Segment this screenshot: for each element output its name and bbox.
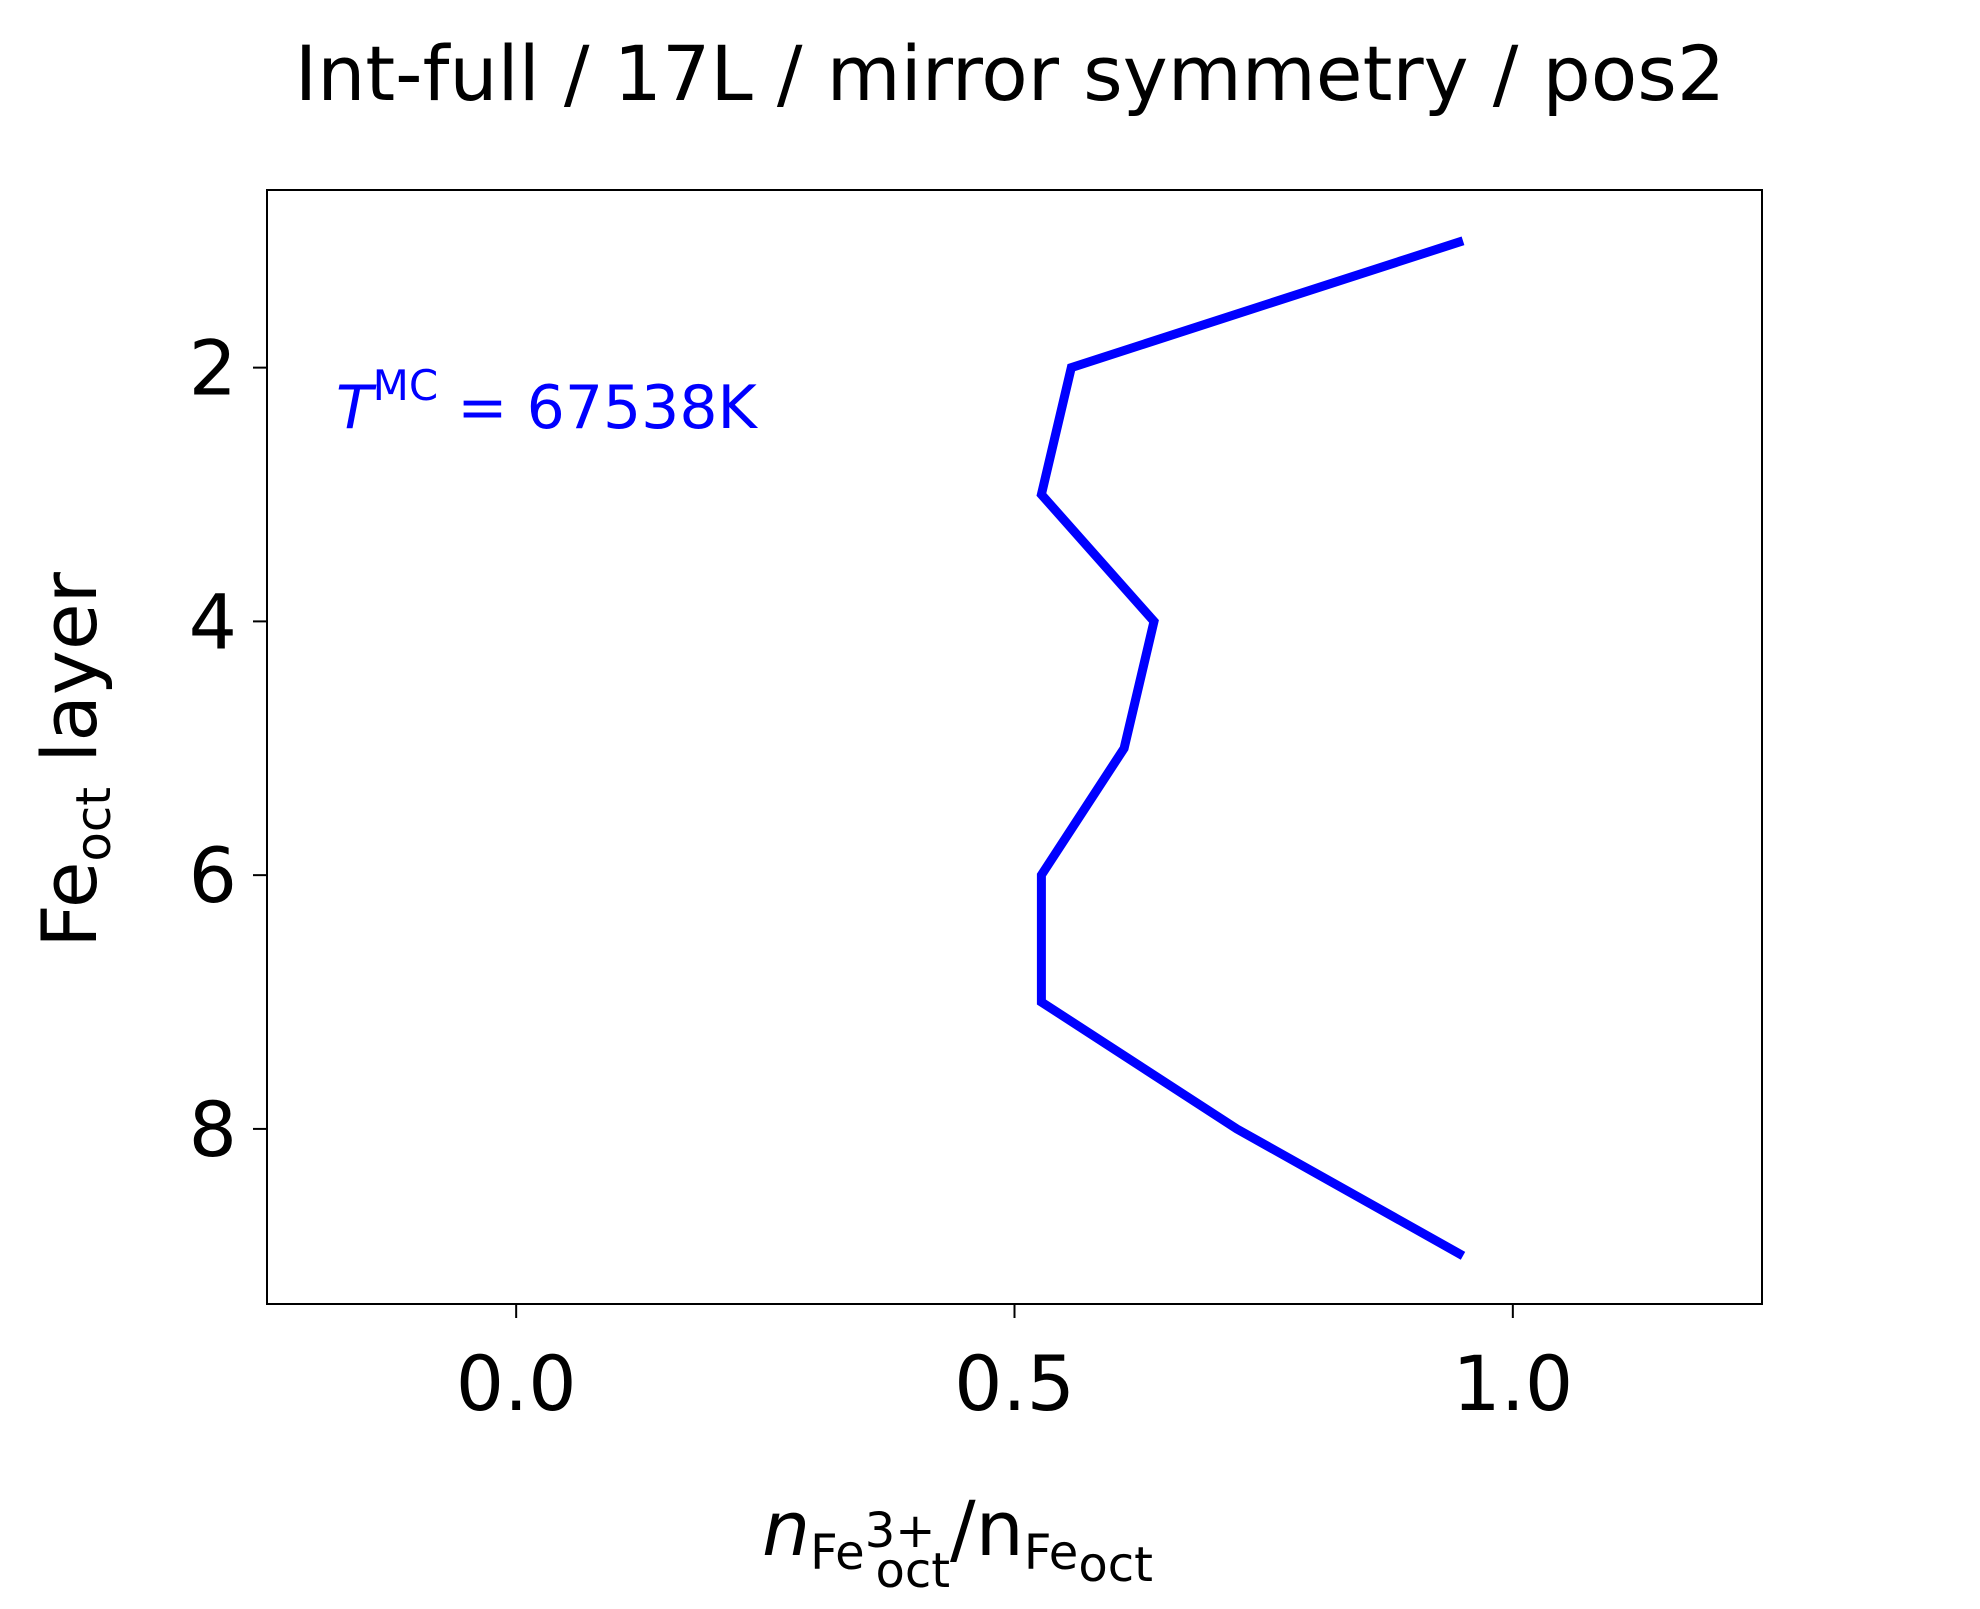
x-axis-label: nFe3+ oct/nFeoct xyxy=(762,1484,1153,1599)
y-tick-label: 8 xyxy=(189,1085,237,1174)
ylabel-sub: oct xyxy=(66,787,122,862)
y-axis-label: Feoct layer xyxy=(25,571,122,947)
annotation-symbol: T xyxy=(336,373,377,443)
temperature-annotation: TMC = 67538K xyxy=(336,361,759,443)
ylabel-rest: layer xyxy=(25,571,114,787)
xlabel-charge: 3+ xyxy=(865,1503,936,1559)
x-tick-label: 1.0 xyxy=(1452,1339,1573,1428)
xlabel-sub-element-2: Fe xyxy=(1024,1525,1079,1581)
series-line xyxy=(1036,236,1466,1260)
xlabel-main: n xyxy=(762,1484,810,1573)
xlabel-slash: /n xyxy=(950,1484,1024,1573)
series-layer xyxy=(1036,236,1466,1260)
y-tick-label: 6 xyxy=(189,831,237,920)
x-axis: 0.0 0.5 1.0 xyxy=(456,1304,1573,1428)
ylabel-main: Fe xyxy=(25,862,114,948)
x-tick-label: 0.5 xyxy=(954,1339,1075,1428)
chart-title: Int-full / 17L / mirror symmetry / pos2 xyxy=(295,29,1725,118)
xlabel-site: oct xyxy=(875,1543,950,1599)
x-tick-label: 0.0 xyxy=(456,1339,577,1428)
xlabel-site-2: oct xyxy=(1078,1537,1153,1593)
y-tick-label: 2 xyxy=(189,324,237,413)
plot-frame xyxy=(266,189,1763,1305)
annotation-value: = 67538K xyxy=(438,373,758,443)
y-axis: 2 4 6 8 xyxy=(189,324,267,1174)
y-tick-label: 4 xyxy=(189,577,237,666)
annotation-superscript: MC xyxy=(373,361,439,410)
xlabel-sub-element: Fe xyxy=(810,1525,865,1581)
